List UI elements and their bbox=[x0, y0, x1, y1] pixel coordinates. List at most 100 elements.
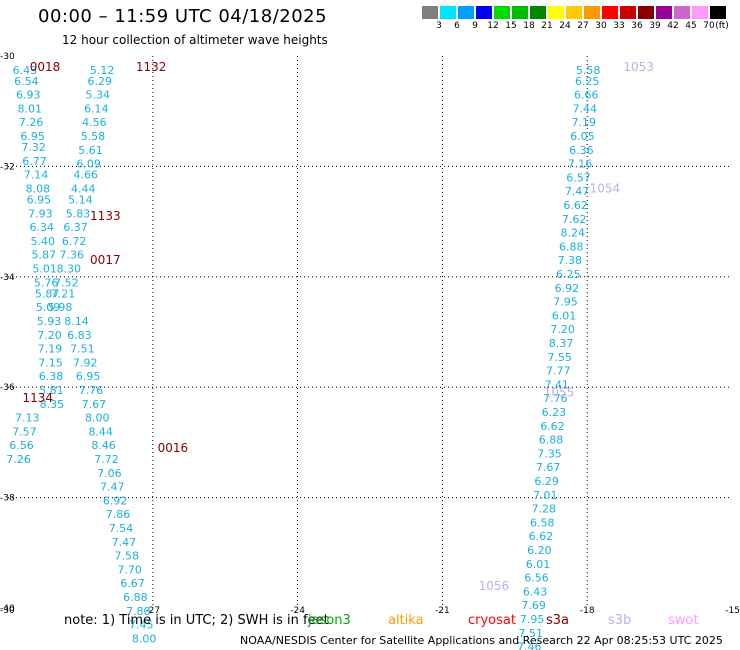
pass-time-label: 0018 bbox=[30, 60, 61, 74]
wave-height-label: 5.12 bbox=[90, 64, 115, 77]
wave-height-label: 7.16 bbox=[568, 158, 593, 171]
wave-height-label: 7.19 bbox=[572, 116, 597, 129]
wave-height-label: 6.14 bbox=[84, 102, 109, 115]
wave-height-label: 5.01 bbox=[32, 263, 57, 276]
wave-height-label: 6.57 bbox=[566, 171, 591, 184]
wave-height-label: 7.13 bbox=[15, 412, 40, 425]
wave-height-label: 5.09 bbox=[36, 301, 61, 314]
wave-height-label: 7.67 bbox=[82, 398, 107, 411]
color-swatch bbox=[494, 6, 510, 19]
color-swatch bbox=[422, 6, 438, 19]
wave-height-label: 6.88 bbox=[123, 591, 148, 604]
color-swatch bbox=[692, 6, 708, 19]
wave-height-label: 7.41 bbox=[545, 378, 570, 391]
color-swatch bbox=[566, 6, 582, 19]
y-tick-label: -36 bbox=[0, 383, 15, 393]
y-tick-label: -30 bbox=[0, 52, 15, 62]
wave-height-label: 7.26 bbox=[19, 116, 44, 129]
color-scale-label: 45 bbox=[685, 21, 697, 31]
color-scale-label: 30 bbox=[595, 21, 607, 31]
color-scale-label: 6 bbox=[454, 21, 460, 31]
wave-height-label: 7.26 bbox=[6, 453, 31, 466]
x-tick-label: -15 bbox=[725, 606, 740, 616]
color-swatch bbox=[710, 6, 726, 19]
wave-height-label: 6.43 bbox=[523, 585, 548, 598]
wave-height-label: 4.44 bbox=[71, 182, 96, 195]
wave-height-label: 5.98 bbox=[48, 301, 73, 314]
wave-height-label: 8.14 bbox=[64, 315, 89, 328]
satellite-legend-item: s3a bbox=[546, 613, 570, 628]
wave-height-label: 7.14 bbox=[24, 169, 49, 182]
color-swatch bbox=[548, 6, 564, 19]
wave-height-label: 7.86 bbox=[106, 508, 131, 521]
wave-height-label: 5.61 bbox=[78, 144, 103, 157]
wave-height-label: 7.62 bbox=[562, 213, 587, 226]
wave-height-label: 7.67 bbox=[536, 461, 561, 474]
wave-height-label: 5.81 bbox=[39, 384, 64, 397]
wave-height-label: 7.54 bbox=[109, 522, 134, 535]
wave-height-label: 5.76 bbox=[34, 276, 59, 289]
note-text: note: 1) Time is in UTC; 2) SWH is in fe… bbox=[64, 613, 329, 628]
wave-height-label: 7.52 bbox=[54, 276, 79, 289]
color-scale-label: 24 bbox=[559, 21, 571, 31]
wave-height-label: 6.09 bbox=[76, 158, 101, 171]
wave-height-label: 6.77 bbox=[22, 155, 47, 168]
wave-height-label: 4.66 bbox=[73, 169, 98, 182]
wave-height-label: 6.95 bbox=[27, 194, 52, 207]
wave-height-label: 6.92 bbox=[103, 494, 128, 507]
color-scale-label: 70 bbox=[703, 21, 715, 31]
wave-height-label: 8.00 bbox=[85, 412, 110, 425]
wave-height-label: 7.55 bbox=[547, 351, 572, 364]
color-swatch bbox=[584, 6, 600, 19]
wave-height-label: 6.29 bbox=[534, 475, 559, 488]
wave-height-label: 6.54 bbox=[14, 75, 39, 88]
wave-height-label: 7.51 bbox=[518, 627, 543, 640]
wave-height-label: 5.87 bbox=[31, 249, 56, 262]
wave-height-label: 7.19 bbox=[38, 343, 63, 356]
color-scale-label: 33 bbox=[613, 21, 625, 31]
wave-height-label: 6.62 bbox=[563, 199, 588, 212]
y-tick-label: -38 bbox=[0, 494, 15, 504]
wave-height-label: 6.23 bbox=[542, 406, 567, 419]
color-swatch bbox=[476, 6, 492, 19]
wave-height-label: 6.37 bbox=[63, 221, 88, 234]
wave-height-label: 7.47 bbox=[565, 185, 590, 198]
wave-height-label: 7.47 bbox=[112, 536, 137, 549]
wave-height-label: 6.01 bbox=[526, 558, 551, 571]
satellite-legend-item: swot bbox=[668, 613, 699, 628]
color-swatch bbox=[620, 6, 636, 19]
wave-height-label: 7.01 bbox=[533, 489, 558, 502]
color-scale-label: 15 bbox=[505, 21, 517, 31]
wave-height-label: 7.93 bbox=[28, 207, 53, 220]
wave-height-label: 7.36 bbox=[59, 249, 84, 262]
wave-height-label: 7.20 bbox=[550, 323, 575, 336]
wave-height-label: 8.24 bbox=[560, 227, 585, 240]
wave-height-label: 7.35 bbox=[537, 447, 562, 460]
wave-height-label: 7.72 bbox=[94, 453, 119, 466]
wave-height-label: 6.88 bbox=[559, 240, 584, 253]
wave-height-label: 6.95 bbox=[76, 370, 101, 383]
x-tick-label: -18 bbox=[580, 606, 595, 616]
wave-height-label: 6.20 bbox=[527, 544, 552, 557]
wave-height-label: 8.00 bbox=[132, 632, 157, 645]
wave-height-label: 6.95 bbox=[20, 130, 45, 143]
footer-credit: NOAA/NESDIS Center for Satellite Applica… bbox=[240, 634, 723, 647]
page-title: 00:00 – 11:59 UTC 04/18/2025 bbox=[38, 6, 328, 27]
wave-height-label: 6.05 bbox=[570, 130, 595, 143]
wave-height-label: 6.56 bbox=[9, 439, 34, 452]
wave-height-label: 6.38 bbox=[39, 370, 64, 383]
wave-height-label: 7.76 bbox=[543, 392, 568, 405]
wave-height-label: 7.51 bbox=[70, 343, 95, 356]
wave-height-label: 6.88 bbox=[539, 434, 564, 447]
wave-height-label: 5.58 bbox=[576, 64, 601, 77]
wave-height-label: 6.92 bbox=[555, 282, 580, 295]
wave-height-label: 7.44 bbox=[573, 102, 598, 115]
color-swatch bbox=[656, 6, 672, 19]
wave-height-label: 8.01 bbox=[17, 102, 42, 115]
color-scale-label: 27 bbox=[577, 21, 589, 31]
wave-height-label: 7.77 bbox=[546, 365, 571, 378]
color-scale-unit: (ft) bbox=[715, 21, 729, 31]
y-tick-label: -40 bbox=[0, 604, 15, 614]
wave-height-label: 5.83 bbox=[66, 207, 91, 220]
